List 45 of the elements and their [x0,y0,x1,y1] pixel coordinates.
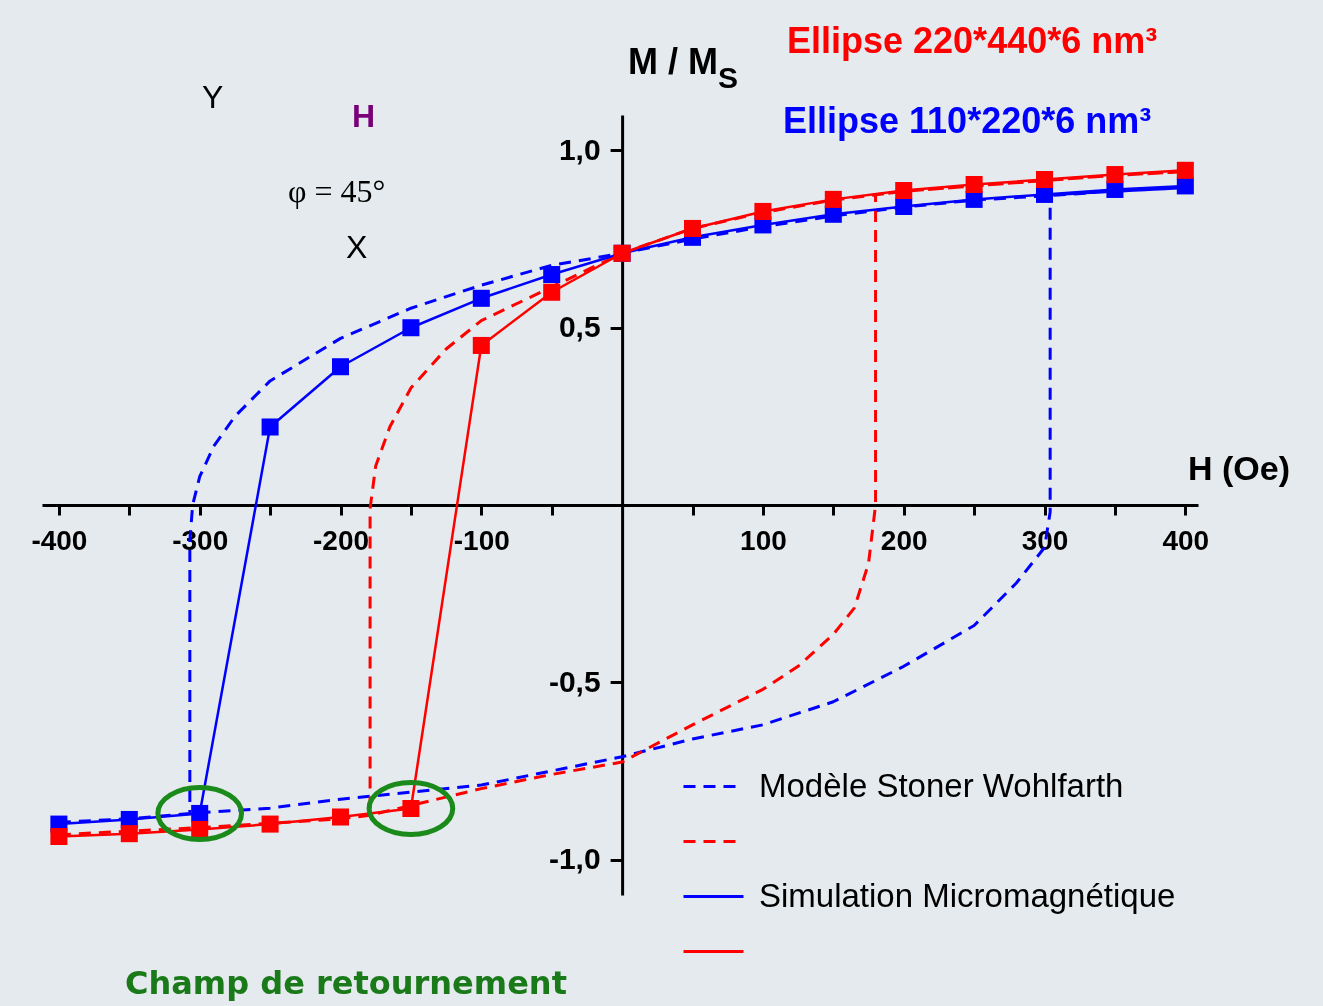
text: Y [202,79,224,115]
x-tick-label: -200 [312,524,370,556]
point [50,827,68,846]
y-tick-label: 1,0 [558,132,601,166]
legend-label: Simulation Micromagnétique [759,876,1176,914]
point [191,820,209,838]
annotation: φ = 45° [288,173,386,209]
point [402,319,420,337]
annotation: H [352,98,376,134]
x-tick-label: 300 [1021,524,1069,556]
point [1176,161,1194,179]
x-tick-label: -300 [172,524,229,556]
point [472,336,490,354]
annotation: X [346,229,368,265]
point [331,358,350,376]
y-tick-label: -0,5 [548,664,601,698]
point [754,202,772,220]
point [331,808,350,826]
text: Champ de retournement [125,964,567,1002]
chart-subtitle: Ellipse 110*220*6 nm³ [783,100,1152,141]
y-tick-label: 0,5 [558,310,601,344]
x-tick-label: -100 [453,524,510,556]
point [543,283,561,301]
point [895,197,913,215]
y-tick-label: -1,0 [548,842,601,876]
point [895,182,913,200]
point [824,190,842,208]
point [684,219,702,237]
point [402,799,420,817]
chart-title: Ellipse 220*440*6 nm³ [787,20,1158,61]
x-tick-label: 100 [740,524,787,556]
point [191,804,209,822]
legend-label: Modèle Stoner Wohlfarth [759,766,1124,804]
point [543,266,561,284]
point [261,815,279,833]
point [120,825,138,843]
x-tick-label: 200 [880,524,928,556]
point [472,289,490,307]
point [965,175,983,193]
point [1106,166,1124,184]
x-axis-title: H (Oe) [1188,449,1290,487]
point [1036,171,1054,189]
x-tick-label: -400 [31,524,88,556]
x-tick-label: 400 [1162,524,1210,556]
point [261,418,279,436]
